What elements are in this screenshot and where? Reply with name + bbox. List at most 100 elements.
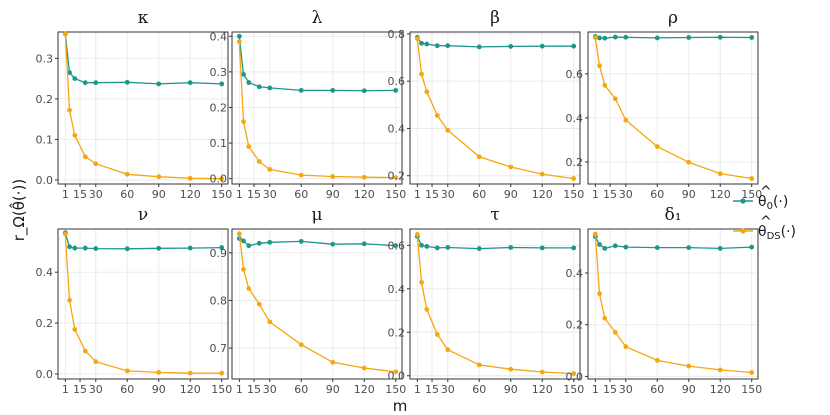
y-tick-label: 0.7 <box>210 342 228 355</box>
x-tick-label: 1 <box>414 188 421 201</box>
legend-hat: ^ <box>760 214 772 230</box>
data-point-thetaDS <box>445 347 451 353</box>
data-point-thetaDS <box>476 154 482 160</box>
panel-kappa: κ 0.0 0.1 0.2 0.3 1 15 30 60 90 120 150 <box>36 8 233 201</box>
data-point-theta0 <box>298 87 304 93</box>
data-point-thetaDS <box>654 357 660 363</box>
x-tick-label: 120 <box>180 188 201 201</box>
data-point-theta0 <box>124 246 130 252</box>
x-tick-label: 120 <box>532 383 553 396</box>
data-point-theta0 <box>246 243 252 249</box>
x-tick-label: 15 <box>247 188 261 201</box>
y-tick-label: 0.8 <box>210 294 228 307</box>
data-point-thetaDS <box>749 370 755 375</box>
series-line-theta0 <box>595 35 752 39</box>
data-point-theta0 <box>267 239 273 245</box>
y-tick-label: 0.2 <box>388 326 406 339</box>
data-point-theta0 <box>445 43 451 49</box>
data-point-theta0 <box>571 43 577 49</box>
data-point-thetaDS <box>246 144 252 150</box>
x-tick-label: 15 <box>603 188 617 201</box>
data-point-theta0 <box>219 81 225 87</box>
panel-lambda: λ 0.0 0.1 0.2 0.3 0.4 1 15 30 60 90 120 150 <box>210 8 407 201</box>
data-point-thetaDS <box>124 368 130 374</box>
panel-title: τ <box>490 205 499 225</box>
data-point-thetaDS <box>597 63 602 69</box>
data-point-thetaDS <box>256 301 262 307</box>
panel-title: δ₁ <box>664 205 681 225</box>
data-point-theta0 <box>623 244 629 250</box>
data-point-theta0 <box>361 241 367 247</box>
x-tick-label: 15 <box>425 383 439 396</box>
x-tick-label: 150 <box>211 188 232 201</box>
x-tick-label: 90 <box>504 383 518 396</box>
panel-frame <box>57 228 229 380</box>
data-point-thetaDS <box>539 171 545 177</box>
data-point-theta0 <box>330 241 336 247</box>
data-point-theta0 <box>508 44 514 49</box>
data-point-thetaDS <box>219 176 225 182</box>
x-tick-label: 60 <box>294 188 308 201</box>
data-point-theta0 <box>393 243 399 249</box>
x-tick-label: 15 <box>603 383 617 396</box>
y-tick-label: 0.6 <box>388 239 406 252</box>
data-point-theta0 <box>597 35 602 41</box>
panel-mu: μ 0.7 0.8 0.9 1 15 30 60 90 120 150 <box>210 205 407 396</box>
x-tick-label: 15 <box>425 188 439 201</box>
y-tick-label: 0.4 <box>566 112 584 125</box>
data-point-theta0 <box>749 35 755 40</box>
x-tick-label: 30 <box>89 383 103 396</box>
y-tick-label: 0.6 <box>388 75 406 88</box>
y-tick-label: 0.8 <box>388 28 406 41</box>
data-point-theta0 <box>187 245 193 251</box>
data-point-theta0 <box>256 84 262 90</box>
data-point-thetaDS <box>67 107 72 113</box>
data-point-thetaDS <box>267 319 273 325</box>
y-tick-label: 0.1 <box>210 137 228 150</box>
data-point-theta0 <box>749 244 755 250</box>
data-point-thetaDS <box>612 330 618 335</box>
y-tick-label: 0.2 <box>566 319 584 332</box>
x-tick-label: 30 <box>441 383 455 396</box>
data-point-theta0 <box>236 33 242 39</box>
panel-title: λ <box>312 8 323 28</box>
y-tick-label: 0.2 <box>36 93 54 106</box>
legend-item-theta0: ^θ0(·) <box>733 184 788 212</box>
data-point-thetaDS <box>419 279 424 285</box>
data-point-thetaDS <box>256 159 262 164</box>
legend-label: θDS(·) <box>758 224 796 242</box>
data-point-thetaDS <box>508 164 514 170</box>
data-point-theta0 <box>717 34 723 40</box>
data-point-thetaDS <box>241 119 246 125</box>
data-point-thetaDS <box>330 174 336 179</box>
series-line-thetaDS <box>64 33 222 180</box>
y-tick-label: 0.0 <box>210 173 228 186</box>
data-point-thetaDS <box>717 367 723 373</box>
panel-title: ν <box>138 205 148 225</box>
data-point-theta0 <box>539 245 545 251</box>
x-tick-label: 90 <box>152 188 166 201</box>
data-point-theta0 <box>623 34 629 40</box>
series-line-thetaDS <box>594 234 752 374</box>
data-point-thetaDS <box>93 161 99 167</box>
data-point-thetaDS <box>597 291 602 297</box>
series-line-theta0 <box>64 232 222 250</box>
series-line-thetaDS <box>416 38 574 180</box>
data-point-theta0 <box>686 35 692 40</box>
x-tick-label: 60 <box>650 383 664 396</box>
x-tick-label: 15 <box>73 188 87 201</box>
y-tick-label: 0.6 <box>566 68 584 81</box>
panel-title: μ <box>311 205 322 225</box>
data-point-thetaDS <box>424 89 430 95</box>
y-tick-label: 0.2 <box>388 170 406 183</box>
data-point-theta0 <box>612 243 618 249</box>
data-point-theta0 <box>424 41 430 47</box>
data-point-thetaDS <box>241 267 246 272</box>
data-point-thetaDS <box>156 369 162 375</box>
y-axis-label: r_Ω(θ̂(·)) <box>8 179 29 241</box>
data-point-theta0 <box>246 80 252 85</box>
data-point-theta0 <box>424 243 430 249</box>
data-point-thetaDS <box>419 71 424 77</box>
panel-title: κ <box>138 8 149 28</box>
legend-marker <box>740 228 746 234</box>
